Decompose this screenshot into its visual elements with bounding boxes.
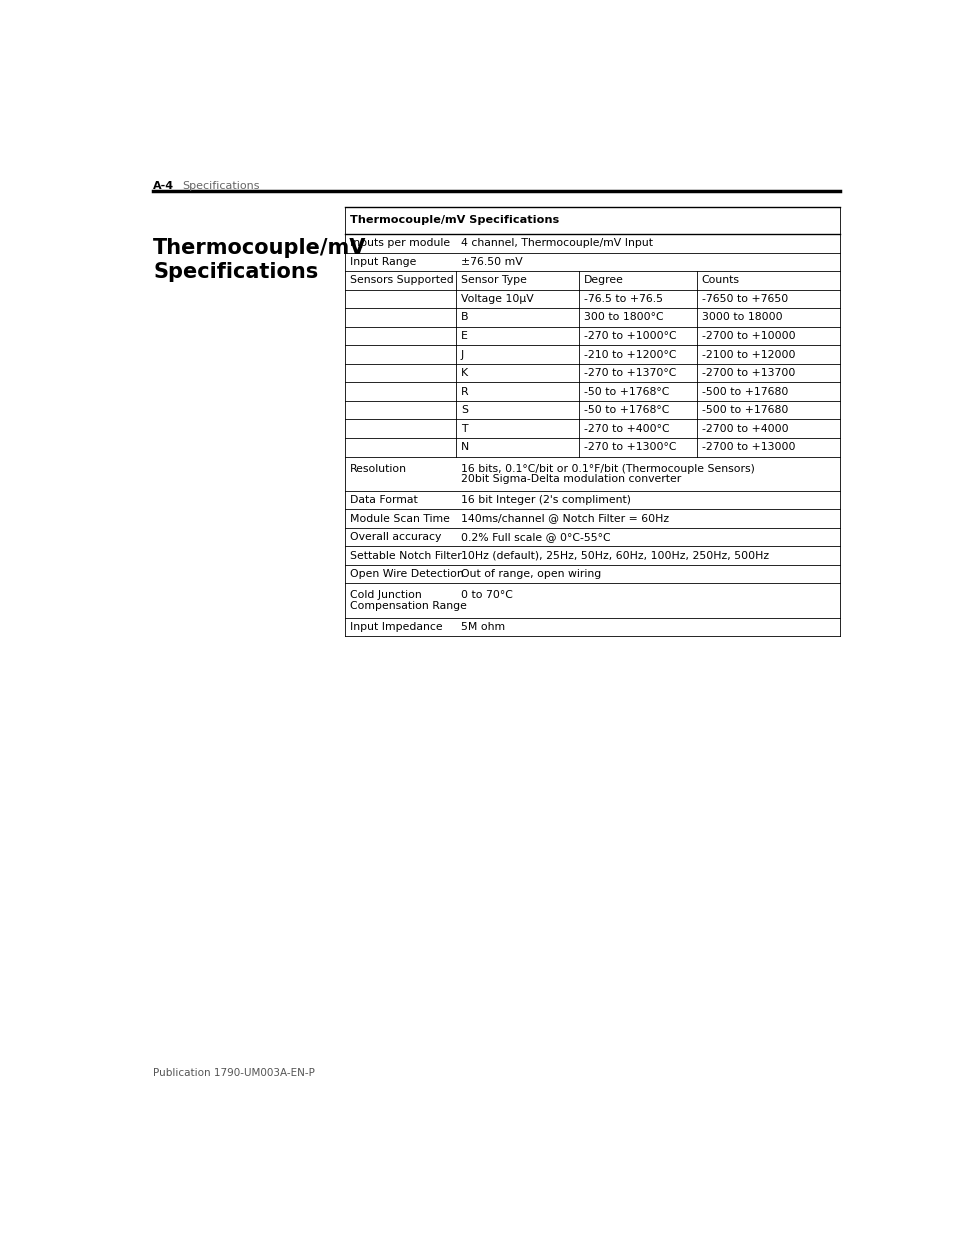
Text: Input Impedance: Input Impedance xyxy=(350,622,442,632)
Text: -270 to +1300°C: -270 to +1300°C xyxy=(583,442,676,452)
Text: -50 to +1768°C: -50 to +1768°C xyxy=(583,387,668,396)
Text: Input Range: Input Range xyxy=(350,257,416,267)
Text: 0.2% Full scale @ 0°C-55°C: 0.2% Full scale @ 0°C-55°C xyxy=(460,532,610,542)
Text: J: J xyxy=(460,350,463,359)
Text: Open Wire Detection: Open Wire Detection xyxy=(350,569,463,579)
Text: Thermocouple/mV Specifications: Thermocouple/mV Specifications xyxy=(350,215,558,225)
Text: -500 to +17680: -500 to +17680 xyxy=(701,405,787,415)
Text: E: E xyxy=(460,331,467,341)
Text: -7650 to +7650: -7650 to +7650 xyxy=(701,294,787,304)
Text: -2700 to +13000: -2700 to +13000 xyxy=(701,442,795,452)
Text: -76.5 to +76.5: -76.5 to +76.5 xyxy=(583,294,662,304)
Text: Specifications: Specifications xyxy=(153,262,318,283)
Text: Settable Notch Filter: Settable Notch Filter xyxy=(350,551,461,561)
Text: -210 to +1200°C: -210 to +1200°C xyxy=(583,350,676,359)
Text: Data Format: Data Format xyxy=(350,495,417,505)
Text: T: T xyxy=(460,424,467,433)
Text: B: B xyxy=(460,312,468,322)
Text: -270 to +1370°C: -270 to +1370°C xyxy=(583,368,676,378)
Text: ±76.50 mV: ±76.50 mV xyxy=(460,257,522,267)
Text: Publication 1790-UM003A-EN-P: Publication 1790-UM003A-EN-P xyxy=(153,1068,314,1078)
Text: -2700 to +13700: -2700 to +13700 xyxy=(701,368,795,378)
Text: -50 to +1768°C: -50 to +1768°C xyxy=(583,405,668,415)
Text: -270 to +400°C: -270 to +400°C xyxy=(583,424,668,433)
Text: Degree: Degree xyxy=(583,275,622,285)
Text: K: K xyxy=(460,368,468,378)
Text: S: S xyxy=(460,405,467,415)
Text: Compensation Range: Compensation Range xyxy=(350,600,466,611)
Text: -2100 to +12000: -2100 to +12000 xyxy=(701,350,795,359)
Text: -2700 to +4000: -2700 to +4000 xyxy=(701,424,788,433)
Text: Sensors Supported: Sensors Supported xyxy=(350,275,454,285)
Text: 0 to 70°C: 0 to 70°C xyxy=(460,590,512,600)
Text: 16 bit Integer (2's compliment): 16 bit Integer (2's compliment) xyxy=(460,495,630,505)
Text: Resolution: Resolution xyxy=(350,463,407,473)
Text: Module Scan Time: Module Scan Time xyxy=(350,514,449,524)
Text: 3000 to 18000: 3000 to 18000 xyxy=(701,312,781,322)
Text: 300 to 1800°C: 300 to 1800°C xyxy=(583,312,662,322)
Text: 20bit Sigma-Delta modulation converter: 20bit Sigma-Delta modulation converter xyxy=(460,474,680,484)
Text: R: R xyxy=(460,387,468,396)
Text: N: N xyxy=(460,442,469,452)
Text: A-4: A-4 xyxy=(153,180,174,190)
Text: Out of range, open wiring: Out of range, open wiring xyxy=(460,569,600,579)
Text: Cold Junction: Cold Junction xyxy=(350,590,421,600)
Text: -2700 to +10000: -2700 to +10000 xyxy=(701,331,795,341)
Text: 5M ohm: 5M ohm xyxy=(460,622,504,632)
Text: Thermocouple/mV: Thermocouple/mV xyxy=(153,237,366,258)
Text: Sensor Type: Sensor Type xyxy=(460,275,526,285)
Text: Specifications: Specifications xyxy=(182,180,259,190)
Text: 10Hz (default), 25Hz, 50Hz, 60Hz, 100Hz, 250Hz, 500Hz: 10Hz (default), 25Hz, 50Hz, 60Hz, 100Hz,… xyxy=(460,551,768,561)
Text: Inputs per module: Inputs per module xyxy=(350,238,450,248)
Text: Counts: Counts xyxy=(701,275,740,285)
Text: -270 to +1000°C: -270 to +1000°C xyxy=(583,331,676,341)
Text: -500 to +17680: -500 to +17680 xyxy=(701,387,787,396)
Text: Voltage 10μV: Voltage 10μV xyxy=(460,294,533,304)
Text: 140ms/channel @ Notch Filter = 60Hz: 140ms/channel @ Notch Filter = 60Hz xyxy=(460,514,668,524)
Text: 4 channel, Thermocouple/mV Input: 4 channel, Thermocouple/mV Input xyxy=(460,238,652,248)
Text: 16 bits, 0.1°C/bit or 0.1°F/bit (Thermocouple Sensors): 16 bits, 0.1°C/bit or 0.1°F/bit (Thermoc… xyxy=(460,463,754,473)
Text: Overall accuracy: Overall accuracy xyxy=(350,532,441,542)
